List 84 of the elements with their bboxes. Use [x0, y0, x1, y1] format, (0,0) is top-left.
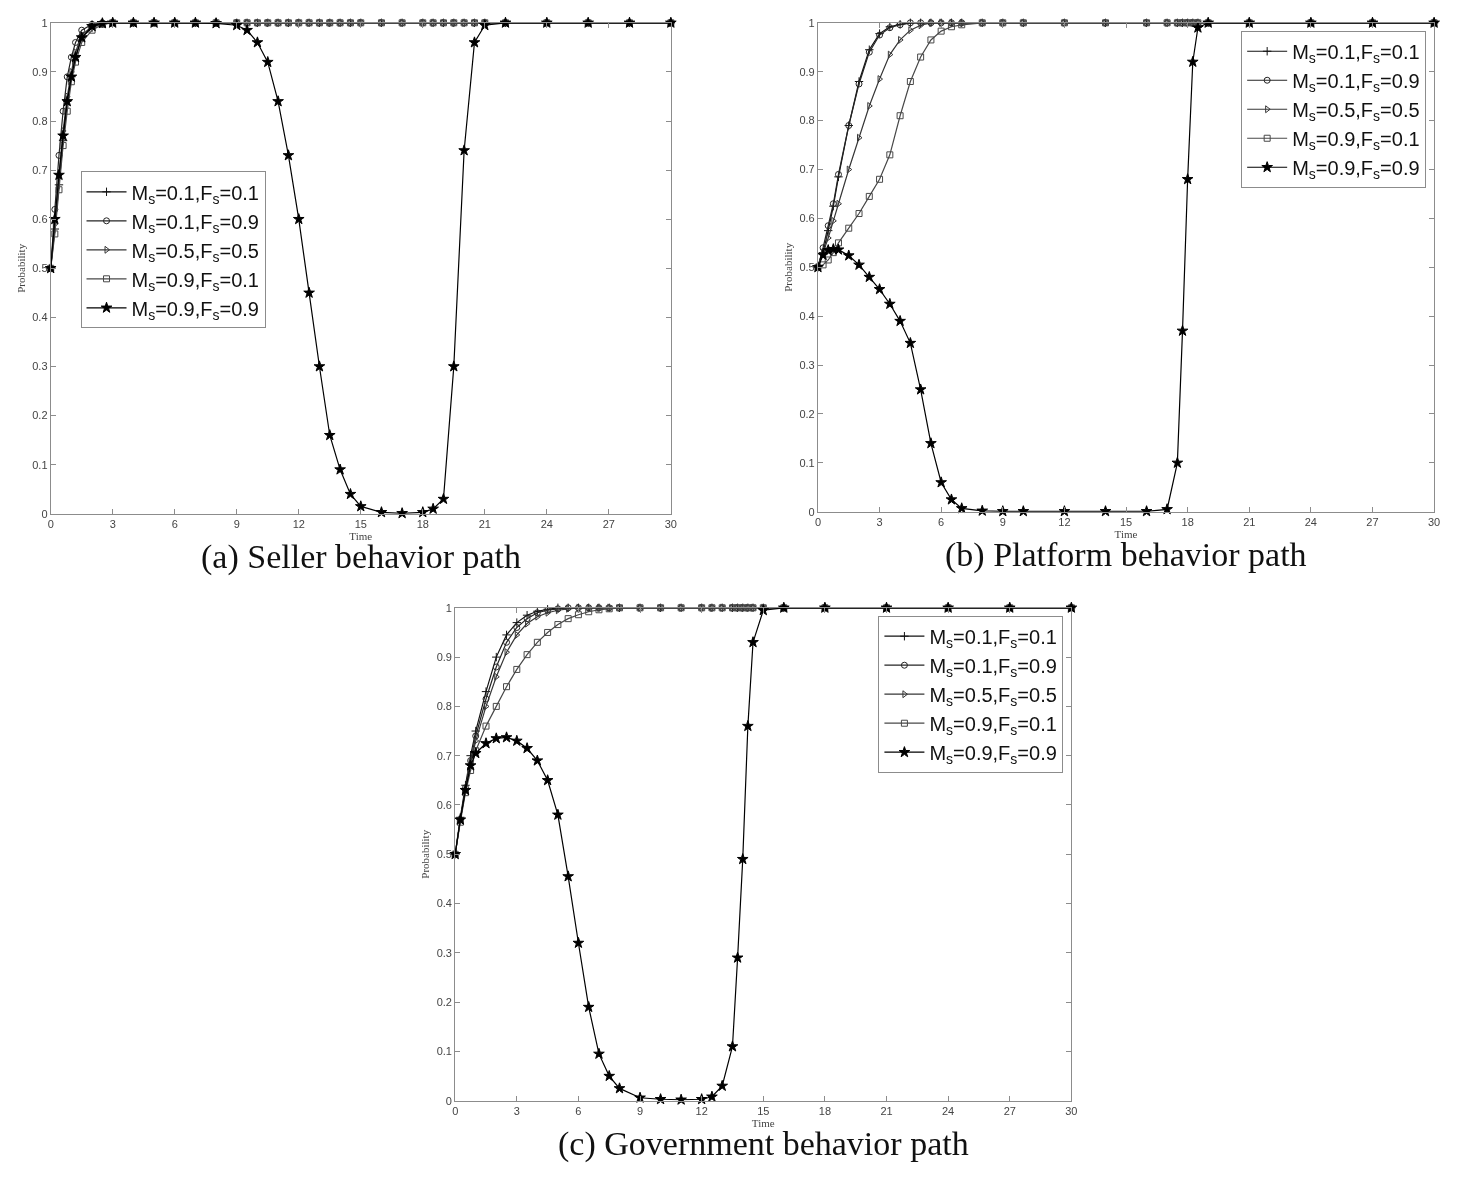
y-tick-label: 0.7 [436, 749, 452, 762]
x-axis-title: Time [751, 1116, 775, 1129]
x-tick-label: 18 [818, 1104, 832, 1117]
y-axis-title: Probability [782, 242, 795, 292]
y-axis-title: Probability [14, 243, 27, 293]
x-tick-label: 6 [171, 517, 178, 530]
legend-label: M$_{s}$=0.5,F$_{s}$=0.5 [929, 684, 1057, 710]
y-tick-label: 0.8 [436, 700, 452, 713]
y-tick-label: 0.7 [799, 163, 815, 176]
x-tick-label: 27 [602, 517, 615, 530]
y-tick-label: 0.2 [799, 407, 815, 420]
x-tick-label: 24 [942, 1104, 955, 1117]
y-tick-label: 0.1 [799, 456, 815, 469]
legend-label: M$_{s}$=0.1,F$_{s}$=0.1 [1292, 41, 1420, 67]
x-tick-label: 27 [1003, 1104, 1016, 1117]
y-axis-title: Probability [419, 829, 432, 879]
y-tick-label: 0.4 [32, 311, 48, 324]
x-tick-label: 15 [354, 517, 367, 530]
y-tick-label: 0.2 [436, 996, 452, 1008]
x-axis-title: Time [1114, 527, 1138, 540]
x-tick-label: 9 [233, 517, 240, 530]
y-tick-label: 0.4 [799, 310, 815, 323]
y-tick-label: 0.5 [32, 262, 48, 275]
y-tick-label: 0.9 [799, 65, 815, 78]
y-tick-label: 0.6 [799, 212, 815, 225]
legend-label: M$_{s}$=0.9,F$_{s}$=0.1 [131, 268, 259, 294]
legend-label: M$_{s}$=0.5,F$_{s}$=0.5 [131, 239, 259, 265]
y-tick-label: 0.1 [436, 1045, 452, 1058]
x-tick-label: 24 [1304, 515, 1317, 528]
legend-label: M$_{s}$=0.9,F$_{s}$=0.9 [1292, 157, 1420, 183]
x-tick-label: 30 [1427, 515, 1441, 528]
y-tick-label: 0.5 [799, 261, 815, 274]
x-tick-label: 12 [292, 517, 305, 530]
y-tick-label: 0 [445, 1094, 452, 1107]
x-tick-label: 30 [1065, 1104, 1078, 1117]
legend-label: M$_{s}$=0.1,F$_{s}$=0.9 [1292, 70, 1420, 96]
x-tick-label: 30 [664, 517, 677, 530]
legend-label: M$_{s}$=0.1,F$_{s}$=0.1 [929, 626, 1057, 652]
y-tick-label: 0.8 [32, 114, 48, 127]
legend-label: M$_{s}$=0.5,F$_{s}$=0.5 [1292, 99, 1420, 125]
y-tick-label: 0 [808, 505, 815, 518]
y-tick-label: 0.7 [32, 163, 48, 176]
y-tick-label: 0.9 [436, 650, 452, 663]
legend-label: M$_{s}$=0.1,F$_{s}$=0.9 [131, 210, 259, 236]
x-tick-label: 9 [636, 1104, 644, 1117]
x-tick-label: 18 [416, 517, 429, 530]
x-tick-label: 12 [1058, 515, 1071, 528]
y-tick-label: 0.6 [436, 798, 452, 811]
y-tick-label: 0.8 [799, 114, 815, 127]
x-tick-label: 24 [540, 517, 553, 530]
y-tick-label: 0.1 [32, 458, 48, 471]
x-tick-label: 18 [1181, 515, 1194, 528]
y-tick-label: 0.2 [32, 409, 48, 422]
x-tick-label: 15 [757, 1104, 770, 1117]
legend-label: M$_{s}$=0.9,F$_{s}$=0.1 [929, 713, 1057, 739]
x-tick-label: 3 [513, 1104, 520, 1117]
y-tick-label: 0.5 [436, 848, 452, 861]
y-tick-label: 1 [808, 16, 815, 29]
x-tick-label: 15 [1119, 515, 1133, 528]
legend-label: M$_{s}$=0.9,F$_{s}$=0.9 [929, 742, 1057, 768]
y-tick-label: 0.3 [799, 358, 815, 371]
x-tick-label: 3 [876, 515, 883, 528]
x-tick-label: 6 [575, 1104, 582, 1117]
legend-label: M$_{s}$=0.1,F$_{s}$=0.1 [131, 181, 259, 207]
y-tick-label: 0.3 [32, 360, 48, 373]
x-tick-label: 21 [880, 1104, 893, 1117]
y-tick-label: 1 [41, 16, 48, 29]
x-tick-label: 21 [478, 517, 491, 530]
y-tick-label: 0.9 [32, 65, 48, 78]
y-tick-label: 0.6 [32, 213, 48, 226]
y-tick-label: 0 [41, 507, 48, 520]
x-tick-label: 9 [999, 515, 1006, 528]
x-axis-title: Time [349, 529, 373, 542]
legend-label: M$_{s}$=0.9,F$_{s}$=0.9 [131, 297, 259, 323]
y-tick-label: 1 [445, 601, 452, 614]
y-tick-label: 0.3 [436, 946, 452, 959]
x-tick-label: 6 [938, 515, 945, 528]
legend-label: M$_{s}$=0.9,F$_{s}$=0.1 [1292, 128, 1420, 154]
x-tick-label: 12 [695, 1104, 708, 1117]
legend-label: M$_{s}$=0.1,F$_{s}$=0.9 [929, 655, 1057, 681]
y-tick-label: 0.4 [436, 897, 452, 910]
x-tick-label: 27 [1366, 515, 1379, 528]
x-tick-label: 21 [1243, 515, 1256, 528]
x-tick-label: 3 [109, 517, 116, 530]
